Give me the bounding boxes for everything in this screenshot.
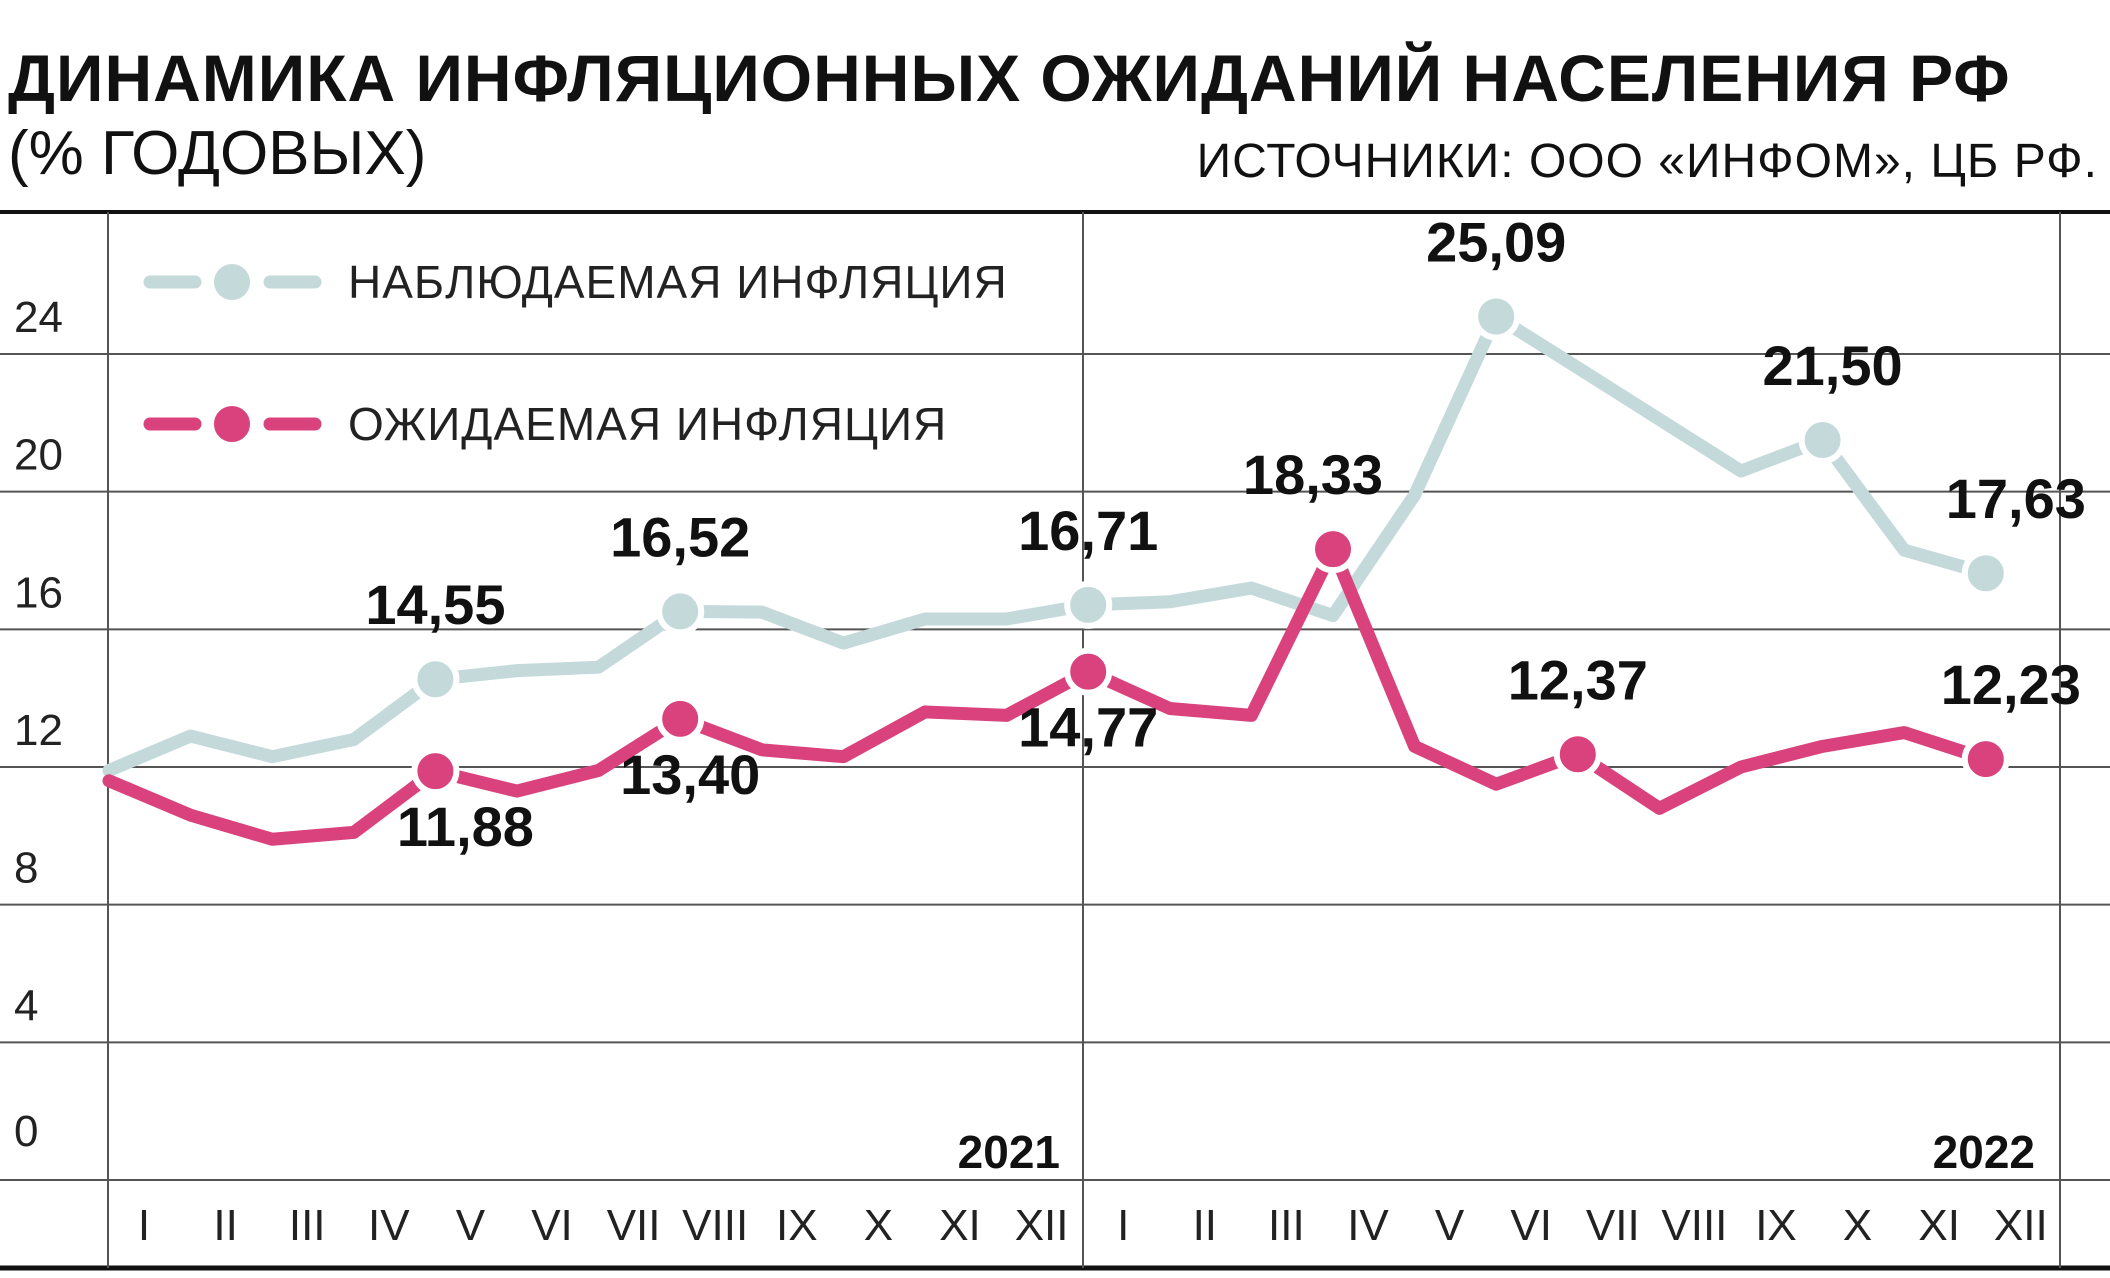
x-tick-label: XI (1918, 1201, 1960, 1250)
data-point (656, 694, 705, 743)
data-point (1798, 416, 1847, 465)
x-tick-label: VIII (1661, 1201, 1727, 1250)
data-label: 14,55 (365, 573, 505, 636)
data-point (1961, 549, 2010, 598)
source-note: ИСТОЧНИКИ: ООО «ИНФОМ», ЦБ РФ. (1196, 135, 2098, 188)
legend-label: НАБЛЮДАЕМАЯ ИНФЛЯЦИЯ (348, 256, 1008, 308)
x-tick-label: IV (1347, 1201, 1389, 1250)
data-label: 12,23 (1941, 653, 2081, 716)
x-tick-label: V (1435, 1201, 1465, 1250)
year-label: 2022 (1933, 1126, 2035, 1178)
data-labels: 14,55 16,52 16,71 25,09 21,50 17,63 11,88 13,40… (365, 210, 2086, 858)
x-tick-label: XI (939, 1201, 981, 1250)
data-label: 11,88 (397, 795, 534, 858)
y-tick-label: 0 (14, 1107, 38, 1156)
legend-label: ОЖИДАЕМАЯ ИНФЛЯЦИЯ (348, 398, 947, 450)
year-label: 2021 (958, 1126, 1060, 1178)
x-tick-label: I (138, 1201, 150, 1250)
x-tick-label: XII (1015, 1201, 1069, 1250)
data-label: 25,09 (1426, 210, 1566, 273)
data-point (1064, 647, 1113, 696)
x-tick-label: II (213, 1201, 237, 1250)
data-label: 16,52 (610, 505, 750, 568)
series-group (102, 292, 2010, 846)
y-tick-label: 20 (14, 431, 63, 480)
grid-lines (0, 353, 2110, 1181)
x-tick-label: X (1843, 1201, 1872, 1250)
data-point (1472, 292, 1521, 341)
data-label: 17,63 (1946, 467, 2086, 530)
data-label: 13,40 (620, 743, 760, 806)
data-point (411, 747, 460, 796)
x-tick-label: II (1193, 1201, 1217, 1250)
y-tick-label: 4 (14, 981, 38, 1030)
x-tick-label: IV (368, 1201, 410, 1250)
data-label: 16,71 (1018, 499, 1158, 562)
x-tick-label: IX (1755, 1201, 1797, 1250)
year-labels: 2021 2022 (958, 1126, 2035, 1178)
y-tick-label: 16 (14, 568, 63, 617)
x-tick-label: III (1268, 1201, 1305, 1250)
x-tick-label: VII (607, 1201, 661, 1250)
x-tick-label: VI (531, 1201, 573, 1250)
y-tick-label: 8 (14, 844, 38, 893)
legend-marker (208, 258, 256, 306)
y-tick-label: 24 (14, 293, 63, 342)
x-tick-label: VI (1510, 1201, 1552, 1250)
data-point (1064, 580, 1113, 629)
data-label: 14,77 (1018, 696, 1158, 759)
legend-marker (208, 400, 256, 448)
data-point (411, 655, 460, 704)
x-tick-label: V (456, 1201, 486, 1250)
legend: НАБЛЮДАЕМАЯ ИНФЛЯЦИЯ ОЖИДАЕМАЯ ИНФЛЯЦИЯ (143, 256, 1008, 450)
x-tick-label: VIII (682, 1201, 748, 1250)
data-point (656, 587, 705, 636)
data-point (1553, 730, 1602, 779)
y-tick-label: 12 (14, 706, 63, 755)
data-label: 18,33 (1243, 443, 1383, 506)
chart-title: ДИНАМИКА ИНФЛЯЦИОННЫХ ОЖИДАНИЙ НАСЕЛЕНИЯ… (8, 41, 2011, 115)
y-axis-ticks: 0 4 8 12 16 20 24 (14, 293, 63, 1156)
x-axis-ticks: I II III IV V VI VII VIII IX X XI XII I II III IV V VI VII… (138, 1201, 2048, 1250)
x-tick-label: III (289, 1201, 326, 1250)
chart-frame (0, 210, 2110, 1271)
data-label: 21,50 (1763, 334, 1903, 397)
data-point (1961, 735, 2010, 784)
data-point (1309, 525, 1357, 574)
x-tick-label: VII (1586, 1201, 1640, 1250)
data-label: 12,37 (1508, 648, 1648, 711)
x-tick-label: IX (776, 1201, 818, 1250)
x-tick-label: I (1117, 1201, 1129, 1250)
chart-subtitle: (% ГОДОВЫХ) (8, 119, 427, 188)
x-tick-label: X (864, 1201, 893, 1250)
x-tick-label: XII (1994, 1201, 2048, 1250)
